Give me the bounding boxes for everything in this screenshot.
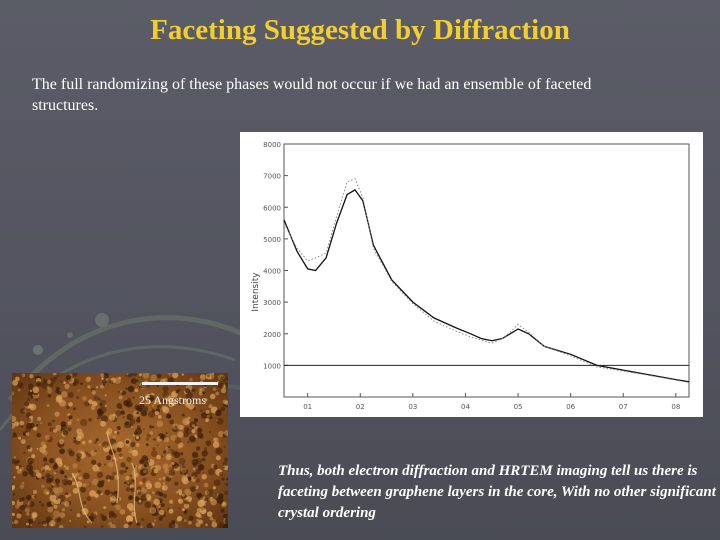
intro-text: The full randomizing of these phases wou…: [32, 76, 592, 114]
slide-title: Faceting Suggested by Diffraction: [150, 14, 570, 46]
scale-bar-label: 25 Angstroms: [139, 393, 207, 407]
y-axis-label: Intensity: [251, 272, 261, 312]
y-tick-label: 2000: [263, 331, 281, 339]
scale-bar: [142, 382, 218, 385]
x-tick-label: 02: [356, 403, 365, 411]
y-tick-label: 5000: [263, 236, 281, 244]
y-tick-label: 4000: [263, 268, 281, 276]
x-tick-label: 08: [671, 403, 680, 411]
y-tick-label: 3000: [263, 299, 281, 307]
conclusion-text: Thus, both electron diffraction and HRTE…: [278, 463, 716, 521]
diffraction-plot: Intensity 1000 2000 3000 4000 5000 6000 7000 80…: [240, 132, 703, 417]
y-tick-label: 1000: [263, 362, 281, 370]
diffraction-chart: Intensity 1000 2000 3000 4000 5000 6000 7000 80…: [251, 141, 690, 411]
hrtem-image: [12, 373, 228, 528]
y-tick-label: 7000: [263, 173, 281, 181]
x-tick-label: 03: [408, 403, 417, 411]
hrtem-texture: [12, 373, 228, 528]
x-tick-label: 05: [514, 403, 523, 411]
x-tick-label: 06: [566, 403, 575, 411]
y-ticks: 1000 2000 3000 4000 5000 6000 7000 8000: [263, 141, 288, 370]
series-layer: [283, 178, 690, 383]
x-ticks: 01 02 03 04 05 06 07 08: [303, 393, 680, 411]
y-tick-label: 6000: [263, 204, 281, 212]
x-tick-label: 07: [619, 403, 628, 411]
series-line-solid: [283, 189, 690, 383]
y-tick-label: 8000: [263, 141, 281, 149]
x-tick-label: 04: [461, 403, 470, 411]
series-line-dotted: [283, 178, 690, 383]
plot-frame: [283, 143, 690, 398]
x-tick-label: 01: [303, 403, 312, 411]
